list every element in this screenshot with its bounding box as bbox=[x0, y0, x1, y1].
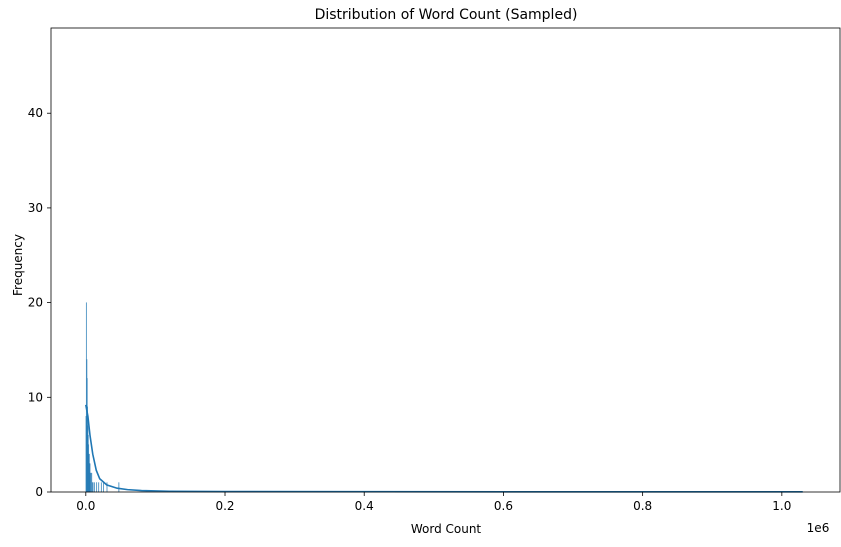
kde-line bbox=[85, 404, 803, 493]
y-tick-label: 20 bbox=[28, 296, 43, 310]
x-tick-label: 0.0 bbox=[76, 499, 95, 513]
x-tick-label: 1.0 bbox=[772, 499, 791, 513]
y-tick-label: 40 bbox=[28, 106, 43, 120]
histogram-bar bbox=[98, 482, 100, 493]
histogram-bar bbox=[118, 482, 120, 493]
x-tick-label: 0.4 bbox=[355, 499, 374, 513]
plot-frame bbox=[50, 27, 841, 493]
histogram-bar bbox=[93, 482, 95, 493]
x-tick-label: 0.6 bbox=[494, 499, 513, 513]
histogram-bar bbox=[103, 482, 105, 493]
x-tick-label: 0.2 bbox=[215, 499, 234, 513]
histogram-bar bbox=[100, 482, 102, 493]
y-tick-label: 10 bbox=[28, 390, 43, 404]
histogram-bar bbox=[92, 482, 94, 493]
histogram-bar bbox=[96, 482, 98, 493]
y-tick-label: 30 bbox=[28, 201, 43, 215]
chart-title: Distribution of Word Count (Sampled) bbox=[315, 7, 578, 23]
x-tick-label: 0.8 bbox=[633, 499, 652, 513]
x-axis-label: Word Count bbox=[411, 522, 482, 536]
y-tick-label: 0 bbox=[35, 485, 43, 499]
x-offset-label: 1e6 bbox=[807, 521, 830, 535]
plot-area: 0.0 0.2 0.4 0.6 0.8 1.0 0 10 20 30 40 bbox=[28, 27, 841, 513]
y-axis-label: Frequency bbox=[11, 234, 25, 296]
